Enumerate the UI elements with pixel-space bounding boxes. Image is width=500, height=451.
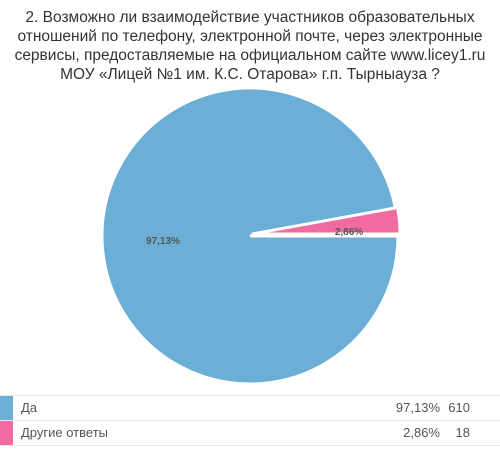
legend-percent: 97,13% bbox=[395, 400, 440, 415]
slice-label-other: 2,86% bbox=[335, 227, 363, 238]
legend-count: 18 bbox=[455, 425, 470, 440]
legend-label: Другие ответы bbox=[21, 425, 108, 440]
legend-count: 610 bbox=[448, 400, 470, 415]
legend-percent: 2,86% bbox=[403, 425, 440, 440]
legend-row-other: Другие ответы 2,86% 18 bbox=[0, 420, 500, 446]
legend-swatch-other bbox=[0, 421, 13, 445]
legend-label: Да bbox=[21, 400, 38, 415]
title-line: 2. Возможно ли взаимодействие участников… bbox=[25, 9, 475, 26]
title-line: МОУ «Лицей №1 им. К.С. Отарова» г.п. Тыр… bbox=[60, 66, 440, 83]
pie-slice-yes bbox=[100, 86, 400, 386]
pie-slice-other bbox=[251, 205, 402, 236]
pie-chart: 97,13% 2,86% bbox=[100, 86, 402, 386]
title-line: сервисы, предоставляемые на официальном … bbox=[14, 47, 486, 64]
legend: Да 97,13% 610 Другие ответы 2,86% 18 bbox=[0, 395, 500, 446]
legend-swatch-yes bbox=[0, 396, 13, 420]
chart-title: 2. Возможно ли взаимодействие участников… bbox=[0, 8, 500, 84]
legend-row-yes: Да 97,13% 610 bbox=[0, 395, 500, 420]
slice-label-yes: 97,13% bbox=[146, 236, 180, 247]
title-line: отношений по телефону, электронной почте… bbox=[17, 28, 483, 45]
